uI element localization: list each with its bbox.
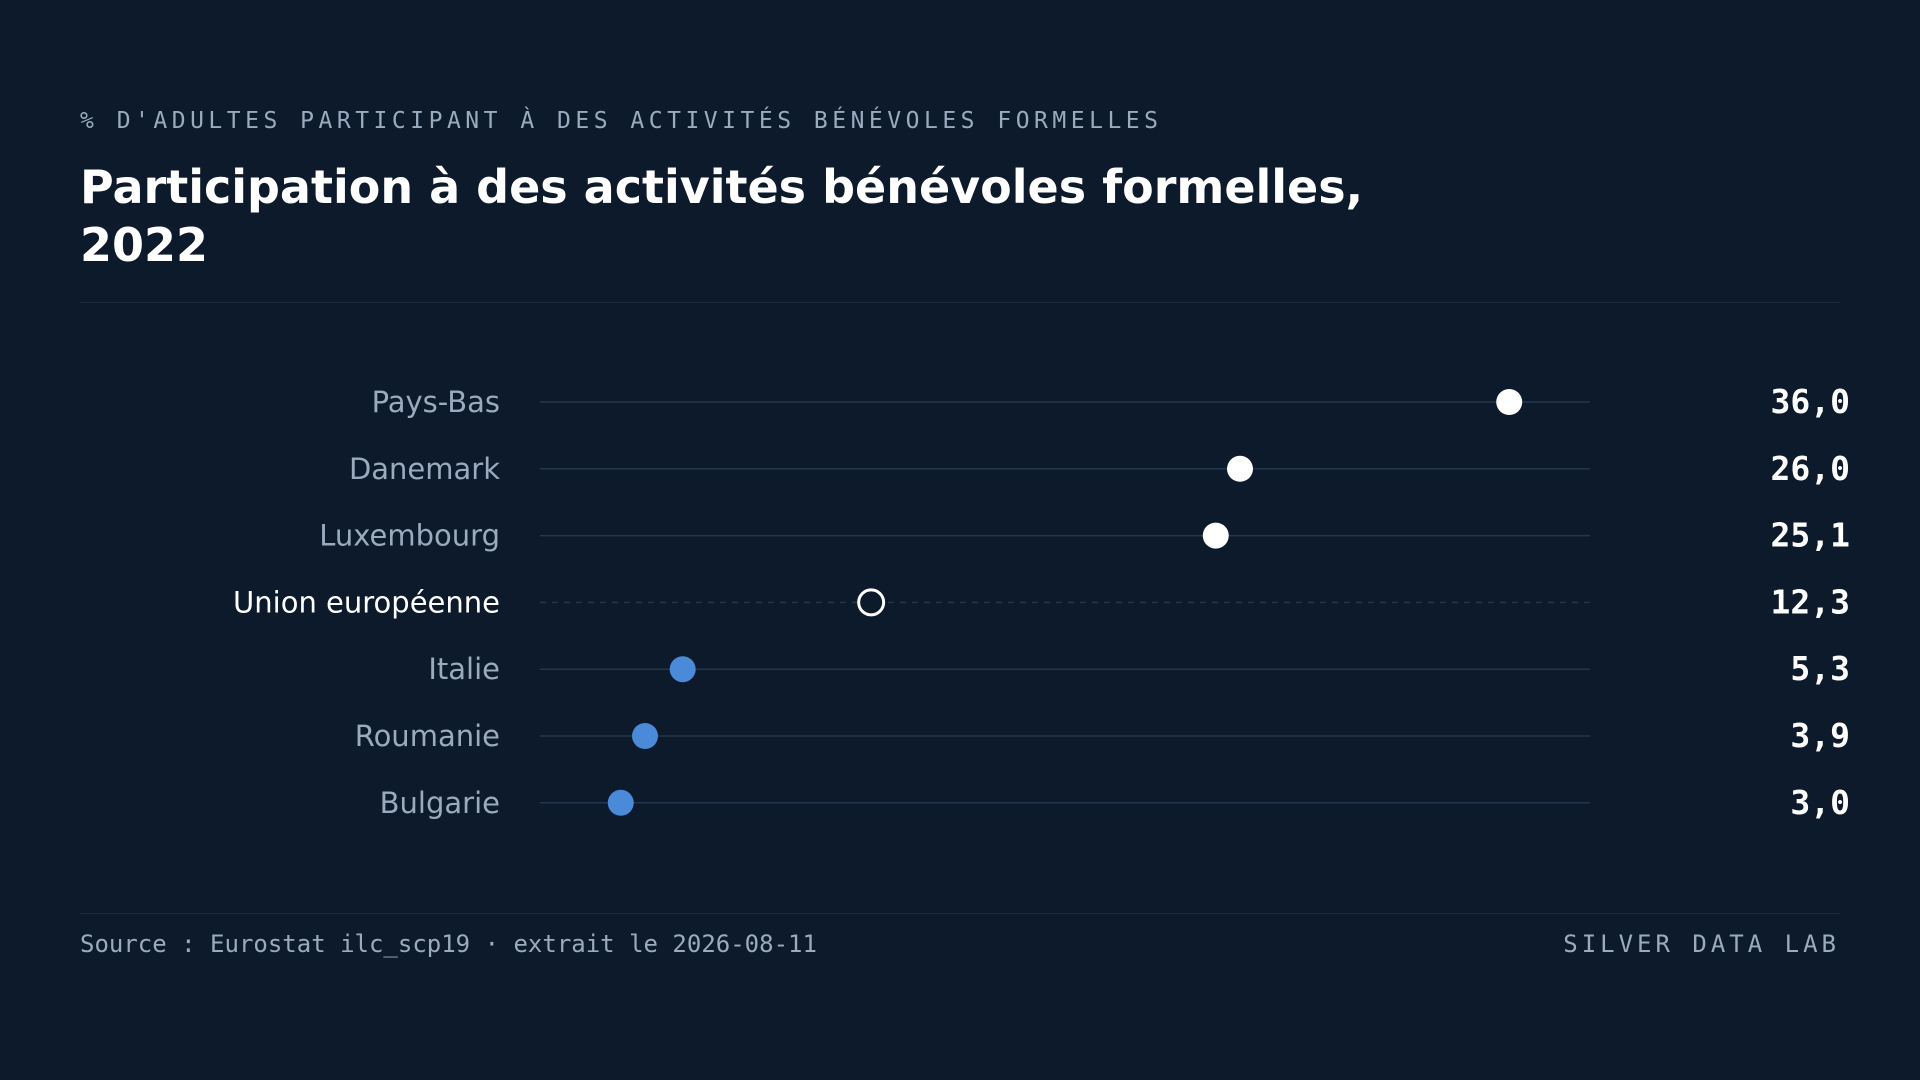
category-label-roumanie: Roumanie [355,719,500,753]
chart-title: Participation à des activités bénévoles … [80,160,1364,272]
data-point-bulgarie [607,789,634,816]
category-label-danemark: Danemark [349,452,500,486]
value-label-union-europeenne: 12,3 [1771,582,1850,621]
category-label-bulgarie: Bulgarie [380,786,500,820]
category-label-union-europeenne: Union européenne [233,585,500,619]
value-label-danemark: 26,0 [1771,449,1850,488]
value-label-pays-bas: 36,0 [1771,382,1850,421]
category-label-pays-bas: Pays-Bas [372,385,500,419]
footer-divider [80,913,1840,914]
category-label-italie: Italie [428,652,500,686]
data-point-union-europeenne [857,588,886,617]
category-label-luxembourg: Luxembourg [319,519,500,553]
value-label-bulgarie: 3,0 [1790,783,1850,822]
chart-subtitle: % D'ADULTES PARTICIPANT À DES ACTIVITÉS … [80,108,1163,134]
data-point-italie [669,656,696,683]
brand-label: SILVER DATA LAB [1563,930,1840,958]
source-note: Source : Eurostat ilc_scp19 · extrait le… [80,930,817,958]
data-point-luxembourg [1202,522,1229,549]
value-label-roumanie: 3,9 [1790,716,1850,755]
header-divider [80,302,1840,303]
value-label-italie: 5,3 [1790,649,1850,688]
value-label-luxembourg: 25,1 [1771,516,1850,555]
data-point-roumanie [632,723,658,749]
data-point-pays-bas [1496,389,1523,415]
data-point-danemark [1227,455,1253,482]
